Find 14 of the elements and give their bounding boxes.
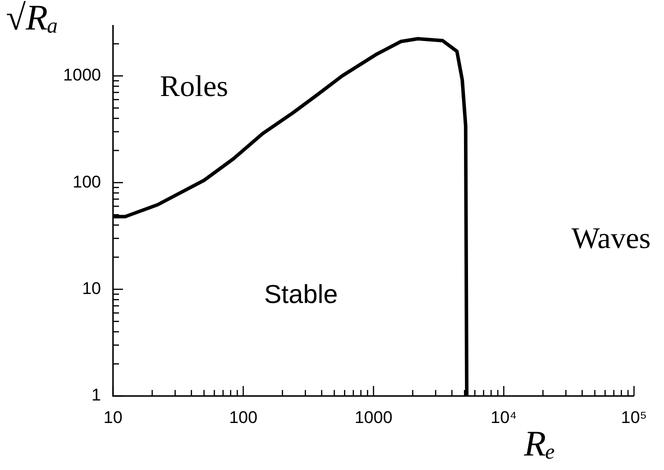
y-tick-label: 10 <box>82 278 101 298</box>
x-tick-label: 10 <box>104 408 122 427</box>
y-axis-title: √Rₐ <box>6 0 58 38</box>
x-tick-label: 100 <box>229 408 258 427</box>
x-tick-label: 1000 <box>354 408 392 427</box>
annotation: Waves <box>571 222 651 256</box>
annotation: Roles <box>160 70 228 103</box>
x-tick-label: 10⁵ <box>621 408 647 427</box>
y-tick-label: 1 <box>92 386 101 405</box>
x-tick-label: 10⁴ <box>490 408 517 427</box>
annotation: Stable <box>264 279 338 309</box>
y-tick-label: 100 <box>72 172 101 192</box>
y-tick-label: 1000 <box>63 66 101 85</box>
x-axis-title: Rₑ <box>523 423 556 464</box>
